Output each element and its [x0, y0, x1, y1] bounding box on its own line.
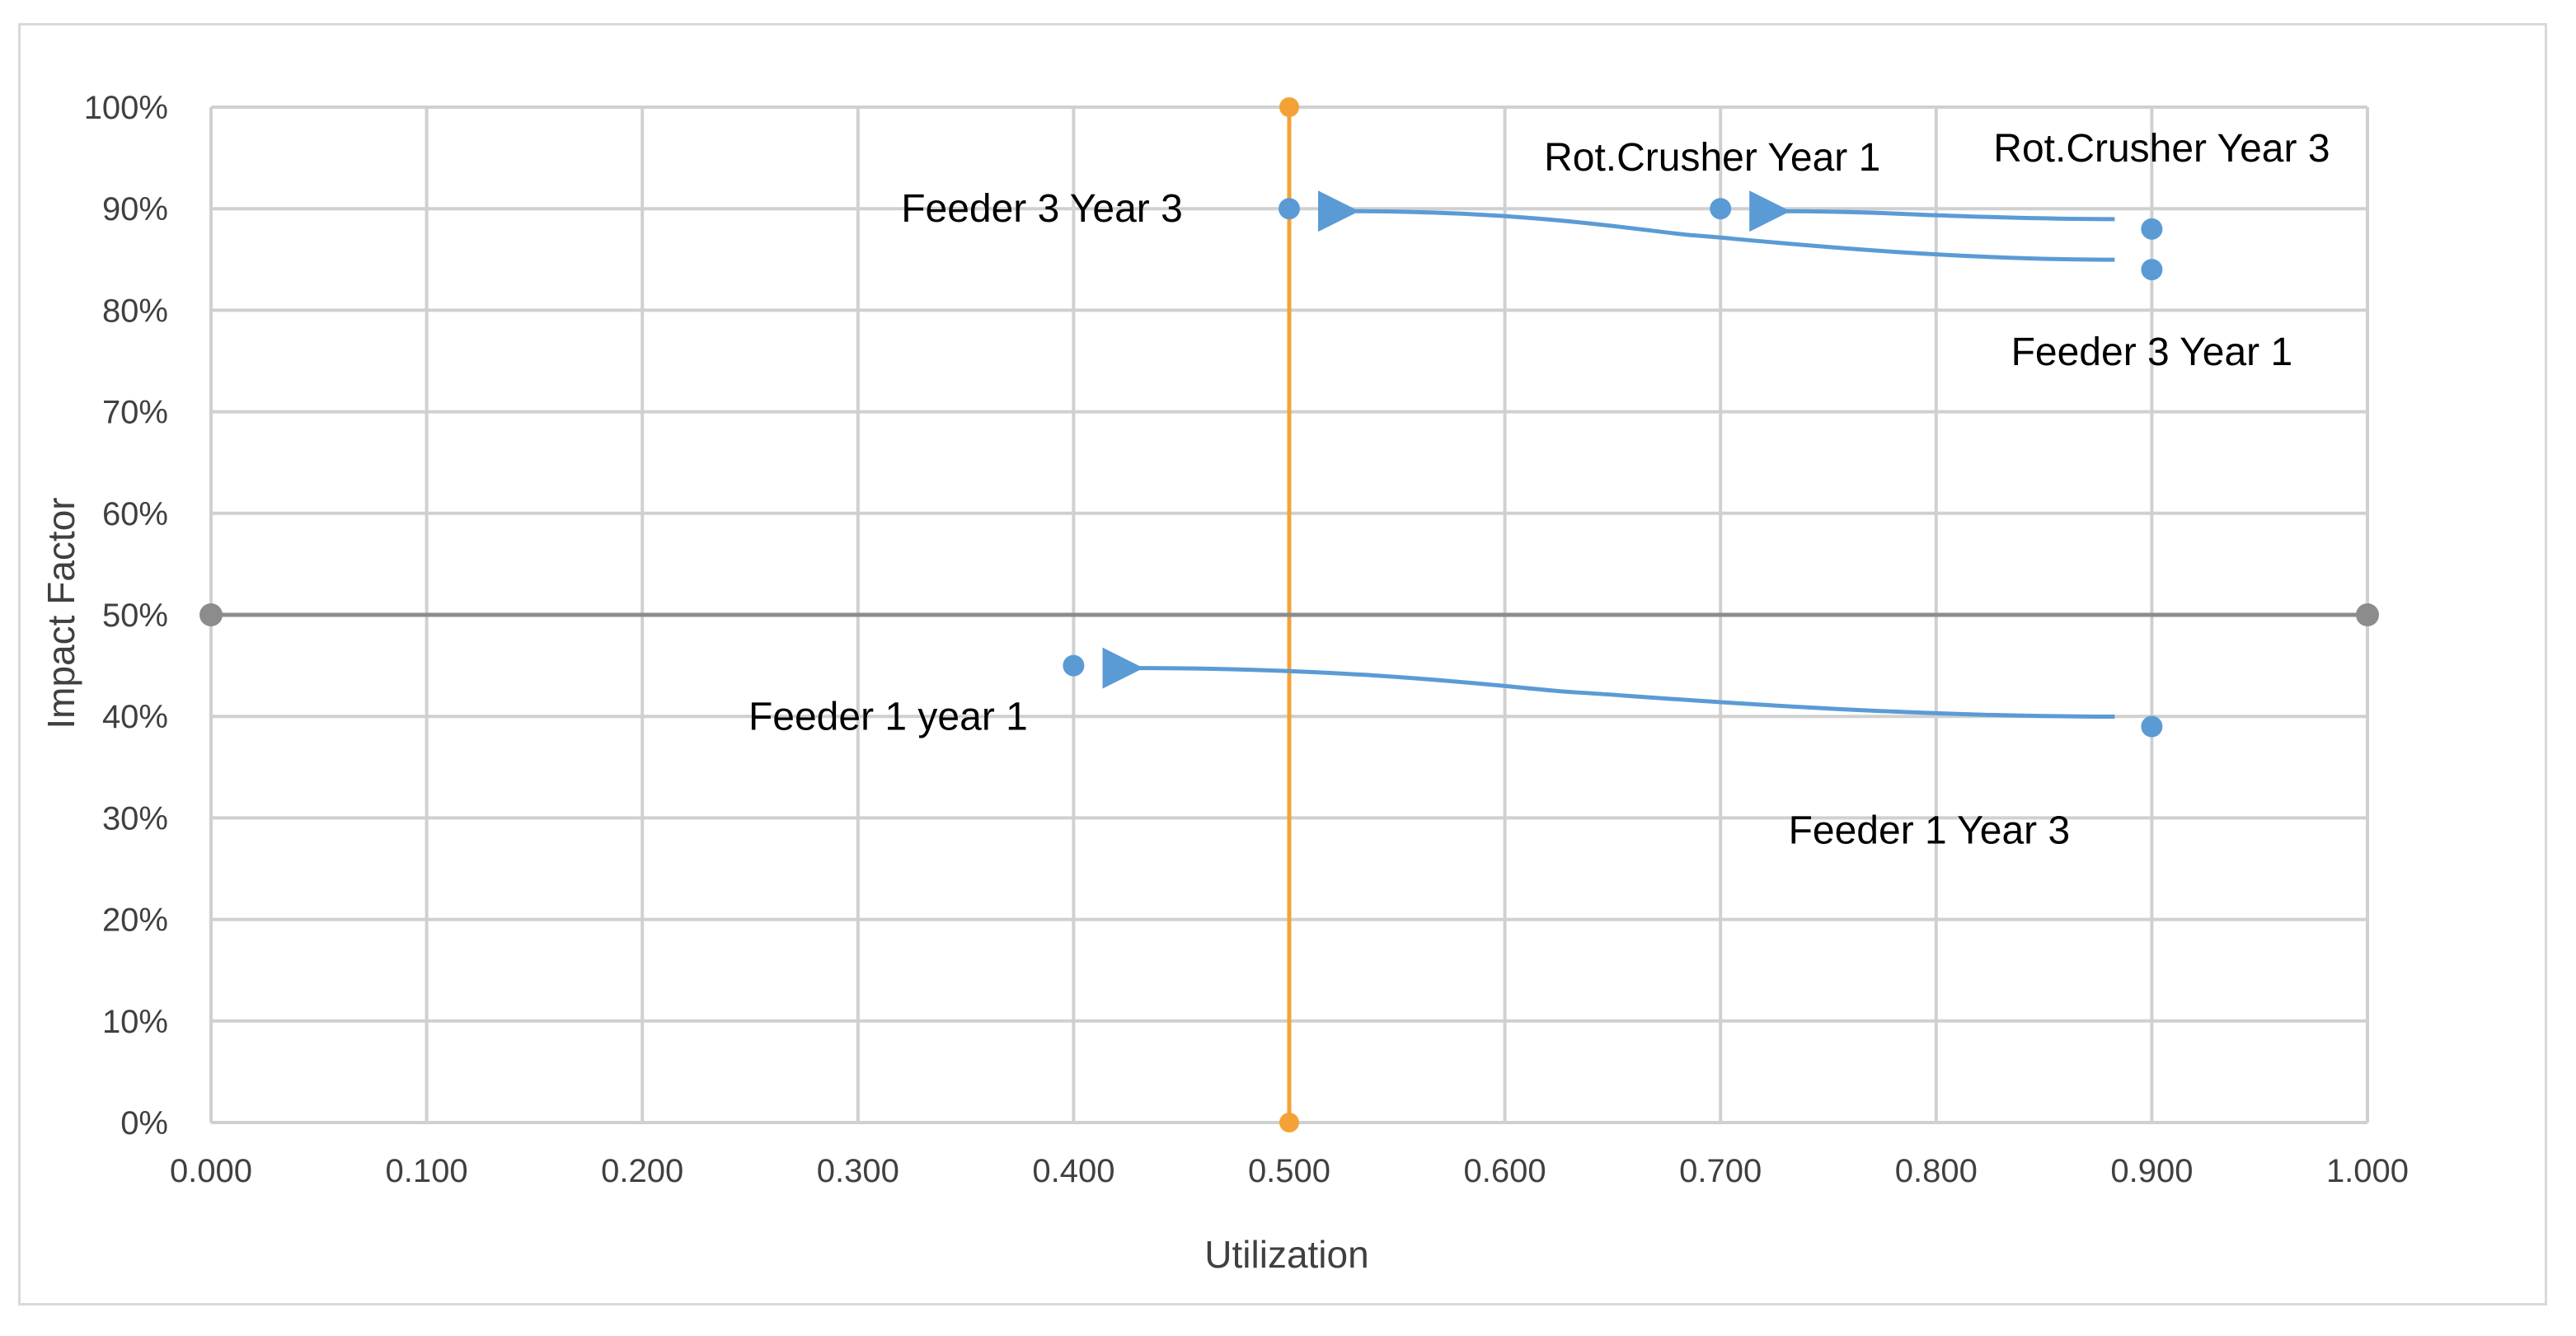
vertical-reference-endpoint — [1279, 97, 1299, 117]
y-tick-label: 90% — [102, 191, 168, 227]
chart-frame — [18, 23, 2547, 1306]
x-tick-label: 1.000 — [2326, 1153, 2409, 1189]
y-tick-label: 100% — [84, 90, 168, 126]
x-tick-label: 0.000 — [170, 1153, 252, 1189]
y-tick-label: 60% — [102, 496, 168, 532]
reference-lines — [199, 97, 2379, 1132]
y-tick-label: 70% — [102, 395, 168, 431]
x-tick-label: 0.400 — [1032, 1153, 1114, 1189]
y-tick-label: 30% — [102, 800, 168, 837]
x-tick-label: 0.700 — [1679, 1153, 1762, 1189]
data-points — [1063, 198, 2163, 738]
y-tick-label: 10% — [102, 1004, 168, 1040]
x-tick-label: 0.600 — [1464, 1153, 1546, 1189]
y-tick-label: 40% — [102, 699, 168, 735]
y-tick-label: 50% — [102, 598, 168, 634]
data-point — [1279, 198, 1300, 220]
point-label: Feeder 1 year 1 — [748, 696, 1028, 739]
trend-arrow — [1102, 647, 2115, 720]
y-tick-label: 80% — [102, 293, 168, 329]
y-tick-label: 0% — [120, 1105, 168, 1141]
data-point — [2141, 259, 2163, 281]
point-label: Feeder 3 Year 1 — [2011, 330, 2293, 374]
arrows — [1102, 190, 2115, 720]
point-label: Feeder 3 Year 3 — [901, 187, 1183, 231]
x-tick-label: 0.900 — [2110, 1153, 2193, 1189]
x-tick-label: 0.300 — [817, 1153, 899, 1189]
trend-arrow — [1749, 190, 2115, 232]
x-axis-title: Utilization — [1204, 1233, 1368, 1276]
horizontal-reference-endpoint — [199, 603, 223, 626]
point-label: Rot.Crusher Year 3 — [1993, 127, 2330, 171]
y-axis-title: Impact Factor — [40, 497, 82, 729]
x-tick-label: 0.200 — [601, 1153, 683, 1189]
vertical-reference-endpoint — [1279, 1113, 1299, 1132]
y-tick-label: 20% — [102, 902, 168, 939]
x-tick-label: 0.800 — [1895, 1153, 1978, 1189]
horizontal-reference-endpoint — [2356, 603, 2379, 626]
data-point — [1063, 654, 1085, 677]
tick-labels: 0.000 0.100 0.200 0.300 0.400 0.500 0.600 0.700… — [84, 90, 2409, 1189]
trend-arrow — [1317, 190, 2115, 262]
data-point — [2141, 218, 2163, 240]
point-labels: Feeder 1 year 1 Feeder 1 Year 3 Feeder 3 Y… — [748, 127, 2330, 853]
point-label: Rot.Crusher Year 1 — [1544, 136, 1880, 180]
point-label: Feeder 1 Year 3 — [1789, 809, 2071, 853]
x-tick-label: 0.100 — [386, 1153, 468, 1189]
data-point — [1710, 198, 1732, 220]
x-tick-label: 0.500 — [1248, 1153, 1330, 1189]
data-point — [2141, 715, 2163, 738]
